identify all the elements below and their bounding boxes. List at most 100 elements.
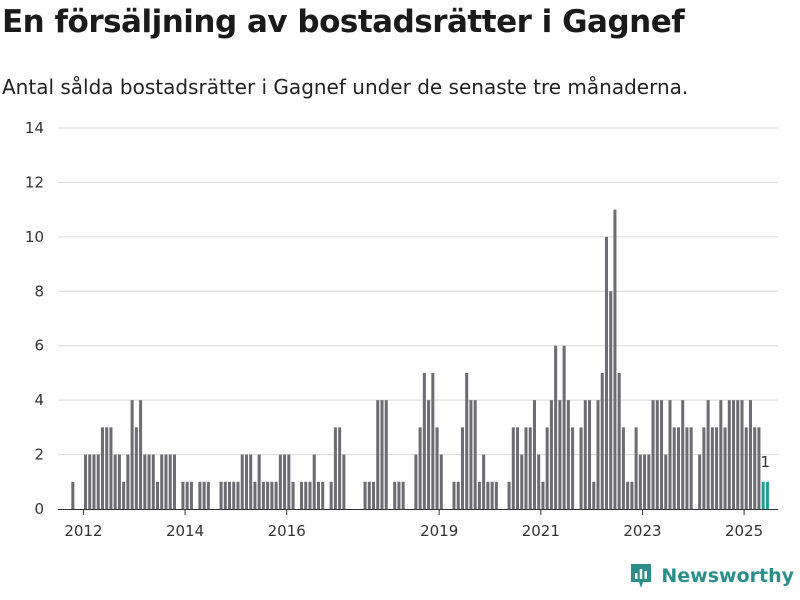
bar bbox=[287, 454, 291, 509]
bar bbox=[96, 454, 100, 509]
bar bbox=[757, 427, 761, 509]
bar bbox=[549, 400, 553, 509]
y-tick-label: 14 bbox=[25, 119, 44, 137]
bar bbox=[206, 481, 210, 509]
bar bbox=[626, 481, 630, 509]
bar bbox=[706, 400, 710, 509]
bar bbox=[698, 454, 702, 509]
bar-highlight bbox=[761, 481, 765, 509]
bar bbox=[460, 427, 464, 509]
bar bbox=[427, 400, 431, 509]
bar bbox=[579, 427, 583, 509]
bar bbox=[613, 209, 617, 509]
highlight-value-label: 1 bbox=[761, 453, 771, 471]
bar bbox=[253, 481, 257, 509]
bar bbox=[456, 481, 460, 509]
bar bbox=[198, 481, 202, 509]
bar bbox=[664, 454, 668, 509]
bar bbox=[439, 454, 443, 509]
bar bbox=[156, 481, 160, 509]
bar bbox=[507, 481, 511, 509]
bar bbox=[266, 481, 270, 509]
bar bbox=[537, 454, 541, 509]
bar bbox=[520, 454, 524, 509]
bar bbox=[465, 372, 469, 509]
bar bbox=[727, 400, 731, 509]
bar bbox=[655, 400, 659, 509]
bar bbox=[88, 454, 92, 509]
bar bbox=[244, 454, 248, 509]
bar bbox=[638, 454, 642, 509]
x-axis: 2012 2014 2016 2019 2021 2023 2025 bbox=[58, 509, 778, 540]
bar bbox=[545, 427, 549, 509]
bar bbox=[604, 236, 608, 509]
x-tick-label: 2023 bbox=[623, 522, 661, 540]
bar bbox=[672, 427, 676, 509]
bar bbox=[139, 400, 143, 509]
bar bbox=[482, 454, 486, 509]
annotations: 1 bbox=[761, 453, 771, 471]
bar bbox=[283, 454, 287, 509]
bar bbox=[117, 454, 121, 509]
x-tick-label: 2012 bbox=[64, 522, 102, 540]
bar bbox=[744, 427, 748, 509]
bar bbox=[143, 454, 147, 509]
bar bbox=[181, 481, 185, 509]
bar bbox=[257, 454, 261, 509]
bar bbox=[634, 427, 638, 509]
bar bbox=[164, 454, 168, 509]
bar bbox=[236, 481, 240, 509]
bars bbox=[71, 209, 769, 509]
bar bbox=[384, 400, 388, 509]
bar bbox=[100, 427, 104, 509]
bar bbox=[393, 481, 397, 509]
bar bbox=[685, 427, 689, 509]
bar bbox=[486, 481, 490, 509]
bar bbox=[609, 291, 613, 509]
bar bbox=[516, 427, 520, 509]
y-tick-label: 6 bbox=[34, 337, 44, 355]
bar bbox=[558, 400, 562, 509]
bar bbox=[532, 400, 536, 509]
bar bbox=[113, 454, 117, 509]
bar bbox=[689, 427, 693, 509]
bar bbox=[321, 481, 325, 509]
y-tick-label: 2 bbox=[34, 446, 44, 464]
bar bbox=[617, 372, 621, 509]
bar bbox=[715, 427, 719, 509]
bar bbox=[278, 454, 282, 509]
bar bbox=[435, 427, 439, 509]
bar bbox=[261, 481, 265, 509]
bar bbox=[723, 427, 727, 509]
bar bbox=[189, 481, 193, 509]
bar bbox=[681, 400, 685, 509]
bar bbox=[414, 454, 418, 509]
bar bbox=[588, 400, 592, 509]
bar bbox=[304, 481, 308, 509]
bar bbox=[312, 454, 316, 509]
bar bbox=[511, 427, 515, 509]
bar bbox=[300, 481, 304, 509]
bar-chart: 0 2 4 6 8 10 12 14 2012 2014 2016 2019 2021 2023 2025… bbox=[25, 119, 778, 540]
bar bbox=[562, 345, 566, 509]
bar bbox=[660, 400, 664, 509]
bar bbox=[329, 481, 333, 509]
bar bbox=[554, 345, 558, 509]
y-tick-label: 0 bbox=[34, 500, 44, 518]
bar bbox=[397, 481, 401, 509]
bar bbox=[647, 454, 651, 509]
bar bbox=[418, 427, 422, 509]
bar bbox=[422, 372, 426, 509]
bar bbox=[338, 427, 342, 509]
chart-subtitle: Antal sålda bostadsrätter i Gagnef under… bbox=[2, 75, 689, 99]
bar bbox=[160, 454, 164, 509]
chart-title: En försäljning av bostadsrätter i Gagnef bbox=[2, 4, 685, 40]
bar bbox=[592, 481, 596, 509]
y-tick-label: 8 bbox=[34, 282, 44, 300]
bar bbox=[473, 400, 477, 509]
bar bbox=[490, 481, 494, 509]
x-tick-label: 2025 bbox=[725, 522, 763, 540]
bar bbox=[702, 427, 706, 509]
bar bbox=[571, 427, 575, 509]
bar bbox=[291, 481, 295, 509]
